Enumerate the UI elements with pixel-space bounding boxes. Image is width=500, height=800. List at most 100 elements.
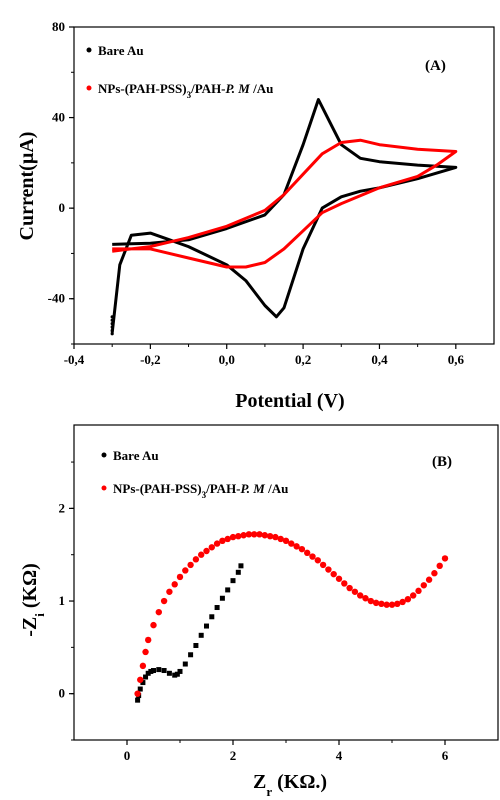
series-1-point-9 [171,581,178,588]
series-1-point-11 [182,567,189,574]
series-1-point-56 [420,582,427,589]
x-tick-label-a-2: 0,0 [219,352,235,367]
series-1-point-41 [341,580,348,587]
series-1-point-8 [166,588,173,595]
series-1-point-37 [319,561,327,569]
series-0-point-12 [174,671,180,677]
series-tail-point-3 [110,325,114,329]
series-0-point-22 [225,587,231,593]
x-tick-label-b-3: 6 [442,748,449,763]
series-1-point-25 [256,531,263,538]
y-tick-label-b-1: 1 [59,593,66,608]
series-1-point-15 [203,547,210,555]
series-0-point-18 [204,623,209,629]
series-tail-point-4 [110,328,114,333]
series-1-point-0 [134,690,141,697]
y-tick-label-b-0: 0 [59,686,66,701]
legend-b-label-bare-au: Bare Au [113,448,159,463]
panel-a-xlabel: Potential (V) [235,390,344,412]
y-tick-label-a-0: -40 [48,291,65,306]
series-line-0 [110,98,458,333]
series-1-point-7 [160,597,168,605]
series-1-point-22 [240,532,247,539]
series-0-point-11 [172,672,178,678]
panel-b-axes: 0 2 4 6 0 1 2 [59,461,449,763]
series-1-point-31 [288,540,295,547]
series-1-point-19 [224,535,231,543]
panel-a: -0,4 -0,2 0,0 0,2 0,4 0,6 -40 0 40 80 (A) Bare Au… [16,19,495,412]
series-0-point-3 [140,680,146,686]
panel-b-ylabel: -Zi (KΩ) [19,563,47,637]
series-0-point-0 [135,697,141,703]
series-tail-point-1 [110,318,114,322]
series-1-point-32 [293,543,300,550]
legend-b-marker-nps [101,485,107,491]
panel-a-series [110,98,458,336]
series-1-point-14 [198,551,205,558]
series-0-point-10 [166,670,172,676]
panel-b-xlabel: Zr (KΩ.) [253,771,327,799]
series-1-point-3 [142,648,149,656]
panel-b-legend: Bare Au NPs-(PAH-PSS)3/PAH-P. M /Au [101,448,288,500]
series-1-point-18 [219,537,226,545]
x-tick-label-a-4: 0,4 [371,352,388,367]
panel-a-frame [73,26,495,345]
x-tick-label-a-5: 0,6 [448,352,465,367]
series-1-point-2 [139,662,147,670]
panel-a-legend: Bare Au NPs-(PAH-PSS)3/PAH-P. M /Au [86,43,273,100]
panel-b-label: (B) [432,454,452,470]
series-1-point-40 [335,575,343,582]
series-1-point-42 [346,584,353,592]
series-1-point-5 [150,621,157,629]
series-0-point-20 [214,605,220,611]
panel-a-axes: -0,4 -0,2 0,0 0,2 0,4 0,6 -40 0 40 80 [48,19,465,367]
series-0-point-24 [235,569,241,575]
legend-a-marker-nps [86,85,92,91]
series-0-point-5 [145,670,151,676]
series-0-point-4 [143,674,149,680]
x-tick-label-a-1: -0,2 [140,352,161,367]
series-1-point-17 [213,540,221,547]
series-1-point-21 [235,532,242,540]
y-tick-label-a-3: 80 [52,19,65,34]
series-1-point-12 [187,561,194,569]
y-tick-label-a-2: 40 [52,110,65,125]
series-1-point-54 [410,592,417,599]
legend-b-label-nps: NPs-(PAH-PSS)3/PAH-P. M /Au [113,481,288,500]
series-1-point-33 [298,545,306,553]
series-1-point-10 [176,573,184,581]
series-tail-point-0 [110,315,114,319]
x-tick-label-b-1: 2 [230,748,237,763]
series-1-point-57 [425,576,433,583]
series-1-point-28 [272,533,279,541]
series-1-point-6 [155,608,162,616]
x-tick-label-b-2: 4 [336,748,343,763]
series-1-point-35 [309,553,316,560]
series-1-point-30 [282,537,290,545]
legend-a-label-nps: NPs-(PAH-PSS)3/PAH-P. M /Au [98,81,273,100]
series-1-point-60 [441,555,449,562]
series-1-point-58 [431,570,438,577]
panel-b: 0 2 4 6 0 1 2 (B) Bare Au NPs-(PAH-PSS)3/PAH-P… [19,424,499,799]
series-1-point-50 [388,601,396,608]
series-0-point-8 [156,667,162,673]
series-1-point-59 [436,562,443,570]
series-1-point-29 [277,535,284,543]
series-0-point-16 [193,643,199,648]
series-line-1 [112,138,458,269]
series-1-point-23 [245,531,253,538]
series-tail-point-2 [110,322,114,326]
series-0-point-14 [182,661,188,667]
series-1-point-24 [251,531,258,538]
series-1-point-53 [404,595,412,603]
legend-b-marker-bare-au [101,452,107,458]
series-1-point-47 [372,599,380,607]
series-1-point-1 [137,676,144,683]
series-0-point-2 [137,686,143,692]
y-tick-label-b-2: 2 [59,500,66,515]
legend-a-marker-bare-au [86,47,92,53]
series-0-point-15 [188,652,194,658]
series-0-point-21 [219,595,225,601]
series-1-point-48 [378,600,385,608]
